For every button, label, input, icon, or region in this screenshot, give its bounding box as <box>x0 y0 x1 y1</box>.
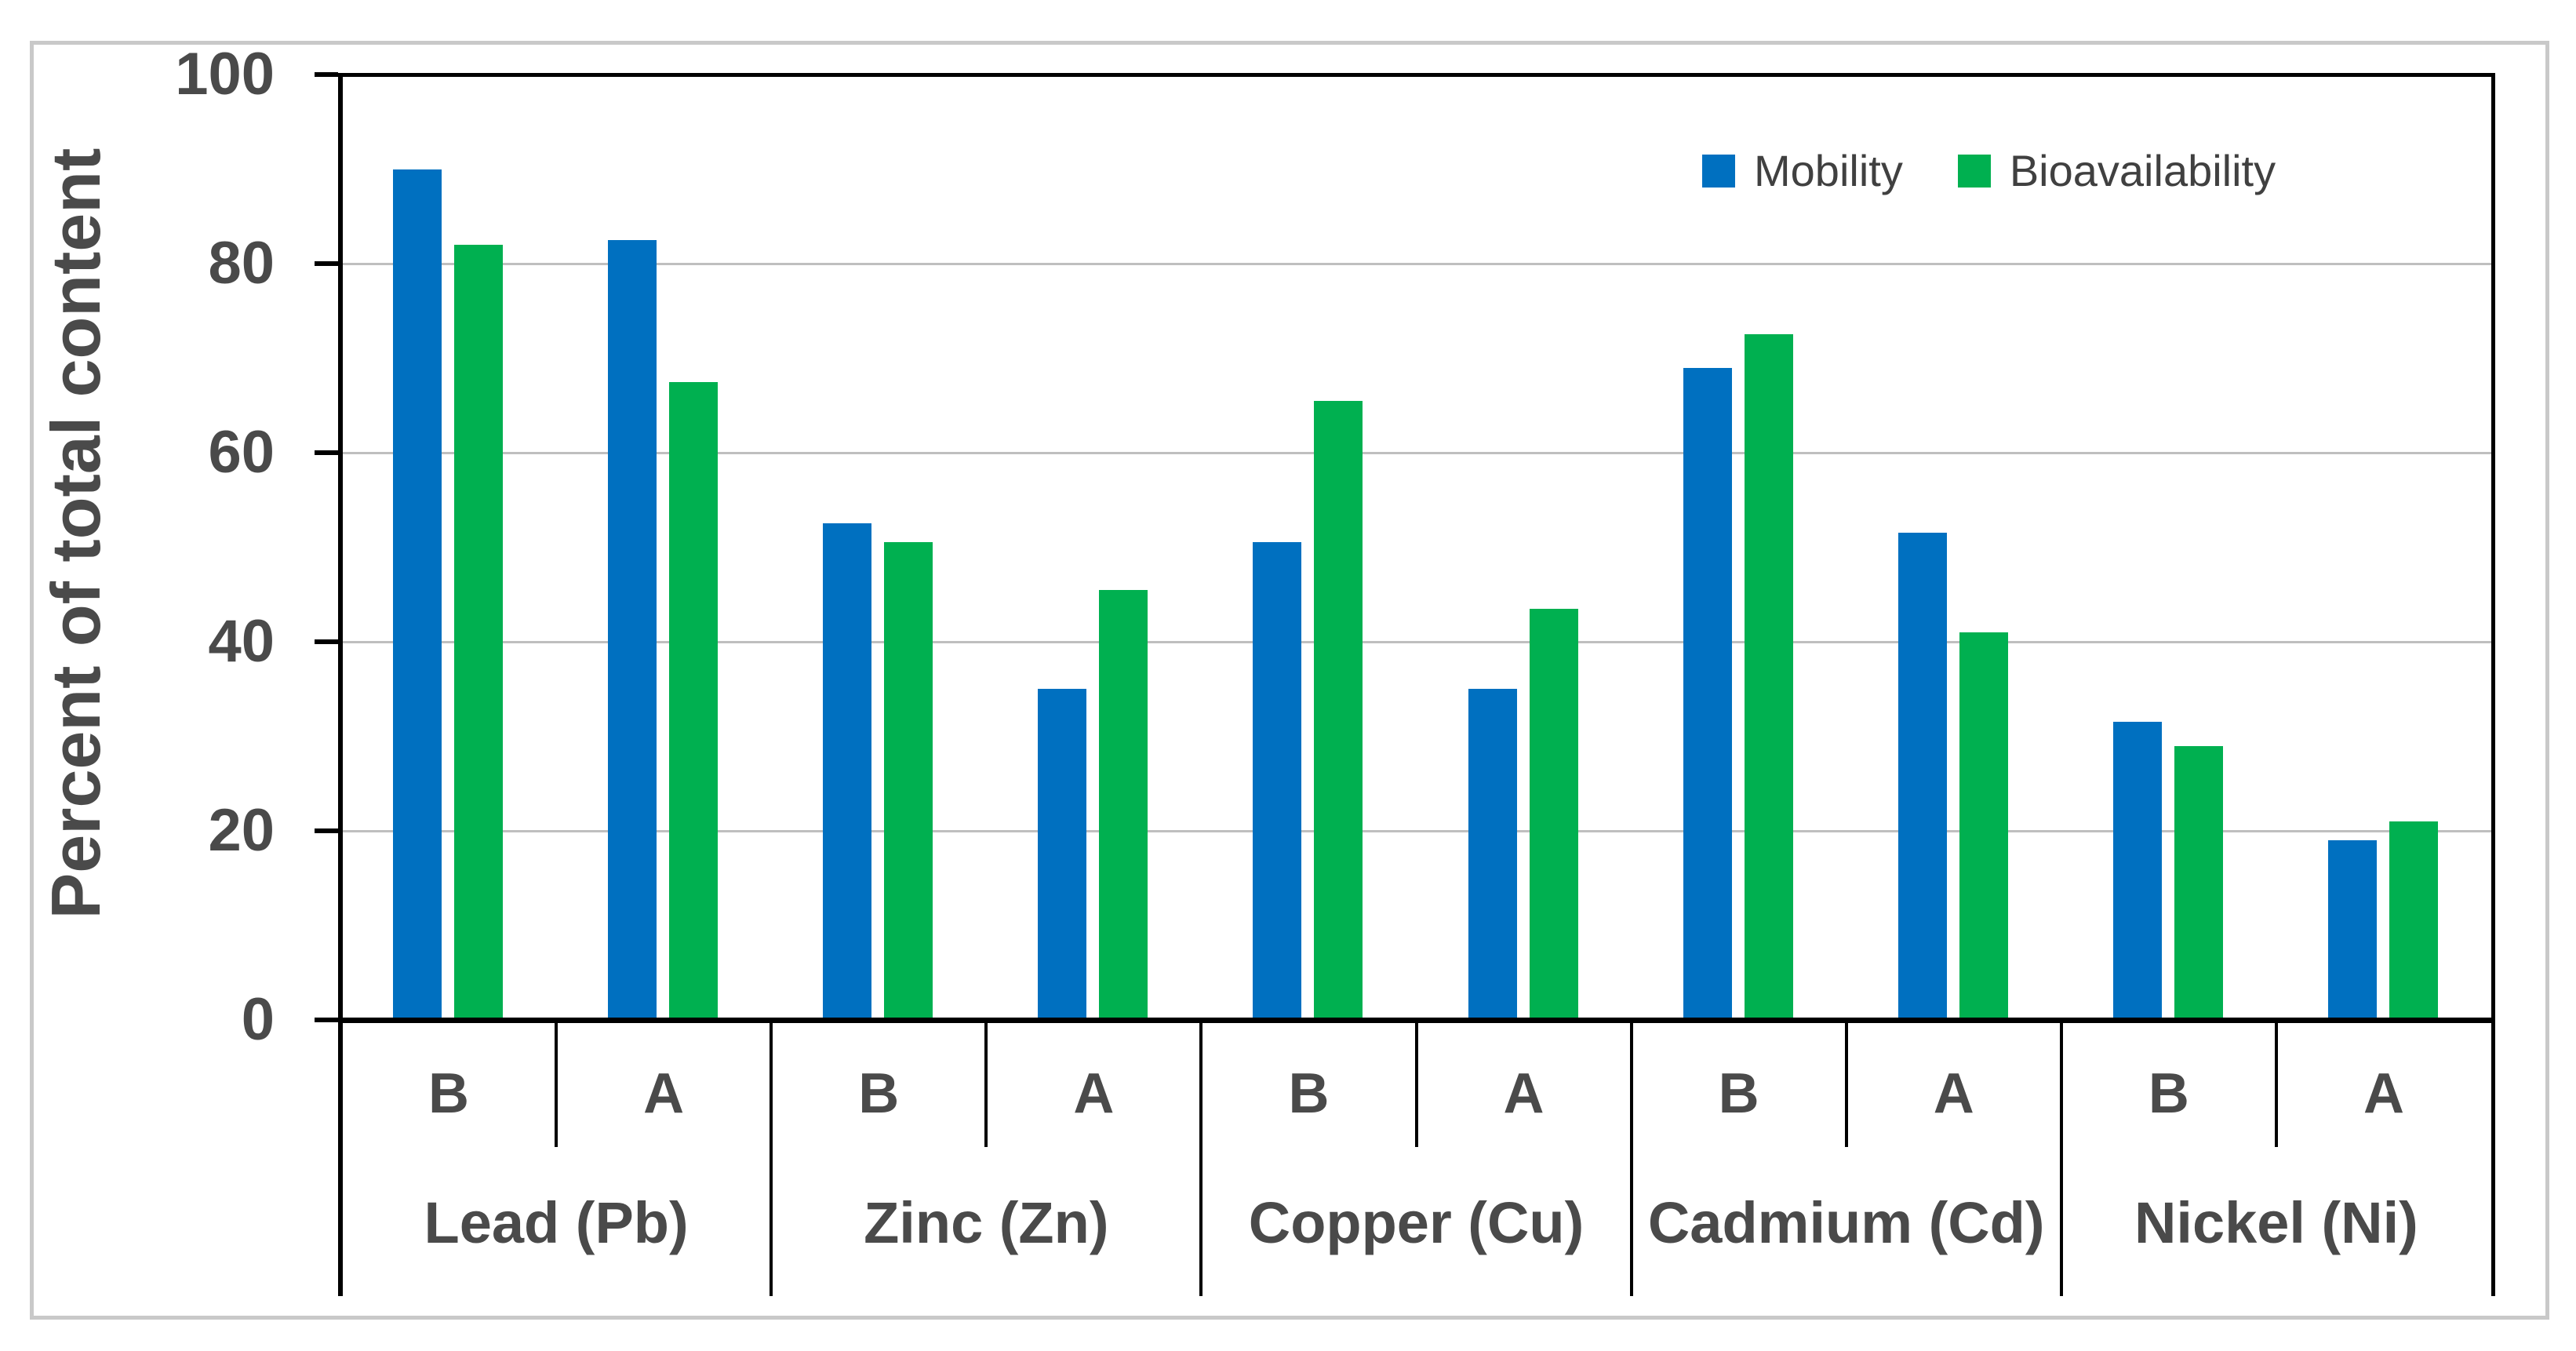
bar-mobility-5 <box>1468 689 1517 1020</box>
bar-mobility-1 <box>608 239 657 1020</box>
bar-bioavailability-2 <box>884 542 933 1020</box>
y-tick-label-60: 60 <box>208 419 275 486</box>
gridline-80 <box>341 262 2491 265</box>
category-separator-5 <box>1414 1020 1418 1147</box>
legend-label-bioavailability: Bioavailability <box>2009 146 2276 195</box>
legend-marker-mobility-icon <box>1702 155 1735 188</box>
bar-mobility-4 <box>1253 542 1302 1020</box>
bar-bioavailability-7 <box>1959 632 2008 1020</box>
x-metal-label-2: Copper (Cu) <box>1248 1190 1585 1255</box>
x-slot-label-0: B <box>428 1062 470 1125</box>
legend: Mobility Bioavailability <box>1702 149 2276 193</box>
legend-item-mobility: Mobility <box>1702 149 1903 193</box>
plot-top-border <box>338 73 2495 77</box>
x-metal-label-3: Cadmium (Cd) <box>1647 1190 2045 1255</box>
x-slot-label-9: A <box>2363 1062 2404 1125</box>
y-tick-label-80: 80 <box>208 230 275 297</box>
bar-bioavailability-5 <box>1529 608 1578 1020</box>
y-tick-label-0: 0 <box>241 986 275 1053</box>
x-slot-label-4: B <box>1288 1062 1330 1125</box>
x-slot-label-1: A <box>643 1062 685 1125</box>
figure-border <box>30 41 2549 1320</box>
category-separator-6 <box>1629 1020 1633 1296</box>
y-tick-100 <box>315 72 338 77</box>
y-tick-60 <box>315 450 338 455</box>
gridline-20 <box>341 829 2491 832</box>
category-separator-1 <box>555 1020 558 1147</box>
x-slot-label-7: A <box>1933 1062 1974 1125</box>
bar-bioavailability-1 <box>669 381 719 1020</box>
bar-mobility-7 <box>1897 533 1947 1020</box>
x-slot-label-2: B <box>858 1062 900 1125</box>
x-slot-label-3: A <box>1073 1062 1115 1125</box>
bar-bioavailability-4 <box>1314 400 1363 1020</box>
y-tick-40 <box>315 639 338 644</box>
gridline-40 <box>341 640 2491 643</box>
legend-label-mobility: Mobility <box>1754 146 1903 195</box>
category-separator-2 <box>770 1020 773 1296</box>
y-axis-line <box>338 73 343 1296</box>
category-separator-9 <box>2274 1020 2278 1147</box>
x-metal-label-0: Lead (Pb) <box>424 1190 689 1255</box>
category-separator-8 <box>2059 1020 2063 1296</box>
x-slot-label-5: A <box>1503 1062 1545 1125</box>
bar-bioavailability-3 <box>1099 589 1148 1020</box>
bar-bioavailability-0 <box>454 244 503 1020</box>
bar-bioavailability-9 <box>2389 821 2438 1020</box>
y-tick-label-40: 40 <box>208 608 275 675</box>
x-slot-label-8: B <box>2148 1062 2189 1125</box>
legend-marker-bioavailability-icon <box>1957 155 1991 188</box>
bar-bioavailability-8 <box>2174 745 2223 1020</box>
y-tick-80 <box>315 261 338 266</box>
x-slot-label-6: B <box>1718 1062 1759 1125</box>
category-separator-7 <box>1844 1020 1848 1147</box>
category-separator-4 <box>1199 1020 1203 1296</box>
bar-bioavailability-6 <box>1744 334 1793 1020</box>
y-tick-0 <box>315 1018 338 1022</box>
y-tick-label-20: 20 <box>208 797 275 864</box>
bar-mobility-6 <box>1683 367 1732 1020</box>
y-tick-label-100: 100 <box>175 41 275 107</box>
category-separator-3 <box>984 1020 988 1147</box>
bar-mobility-3 <box>1038 689 1087 1020</box>
x-metal-label-4: Nickel (Ni) <box>2134 1190 2418 1255</box>
bar-mobility-2 <box>823 523 872 1020</box>
gridline-60 <box>341 451 2491 454</box>
x-metal-label-1: Zinc (Zn) <box>864 1190 1109 1255</box>
legend-item-bioavailability: Bioavailability <box>1957 146 2276 195</box>
plot-right-border <box>2491 73 2495 1296</box>
y-tick-20 <box>315 828 338 833</box>
bar-mobility-8 <box>2112 722 2162 1020</box>
bar-mobility-0 <box>393 169 442 1020</box>
bar-mobility-9 <box>2327 840 2377 1020</box>
